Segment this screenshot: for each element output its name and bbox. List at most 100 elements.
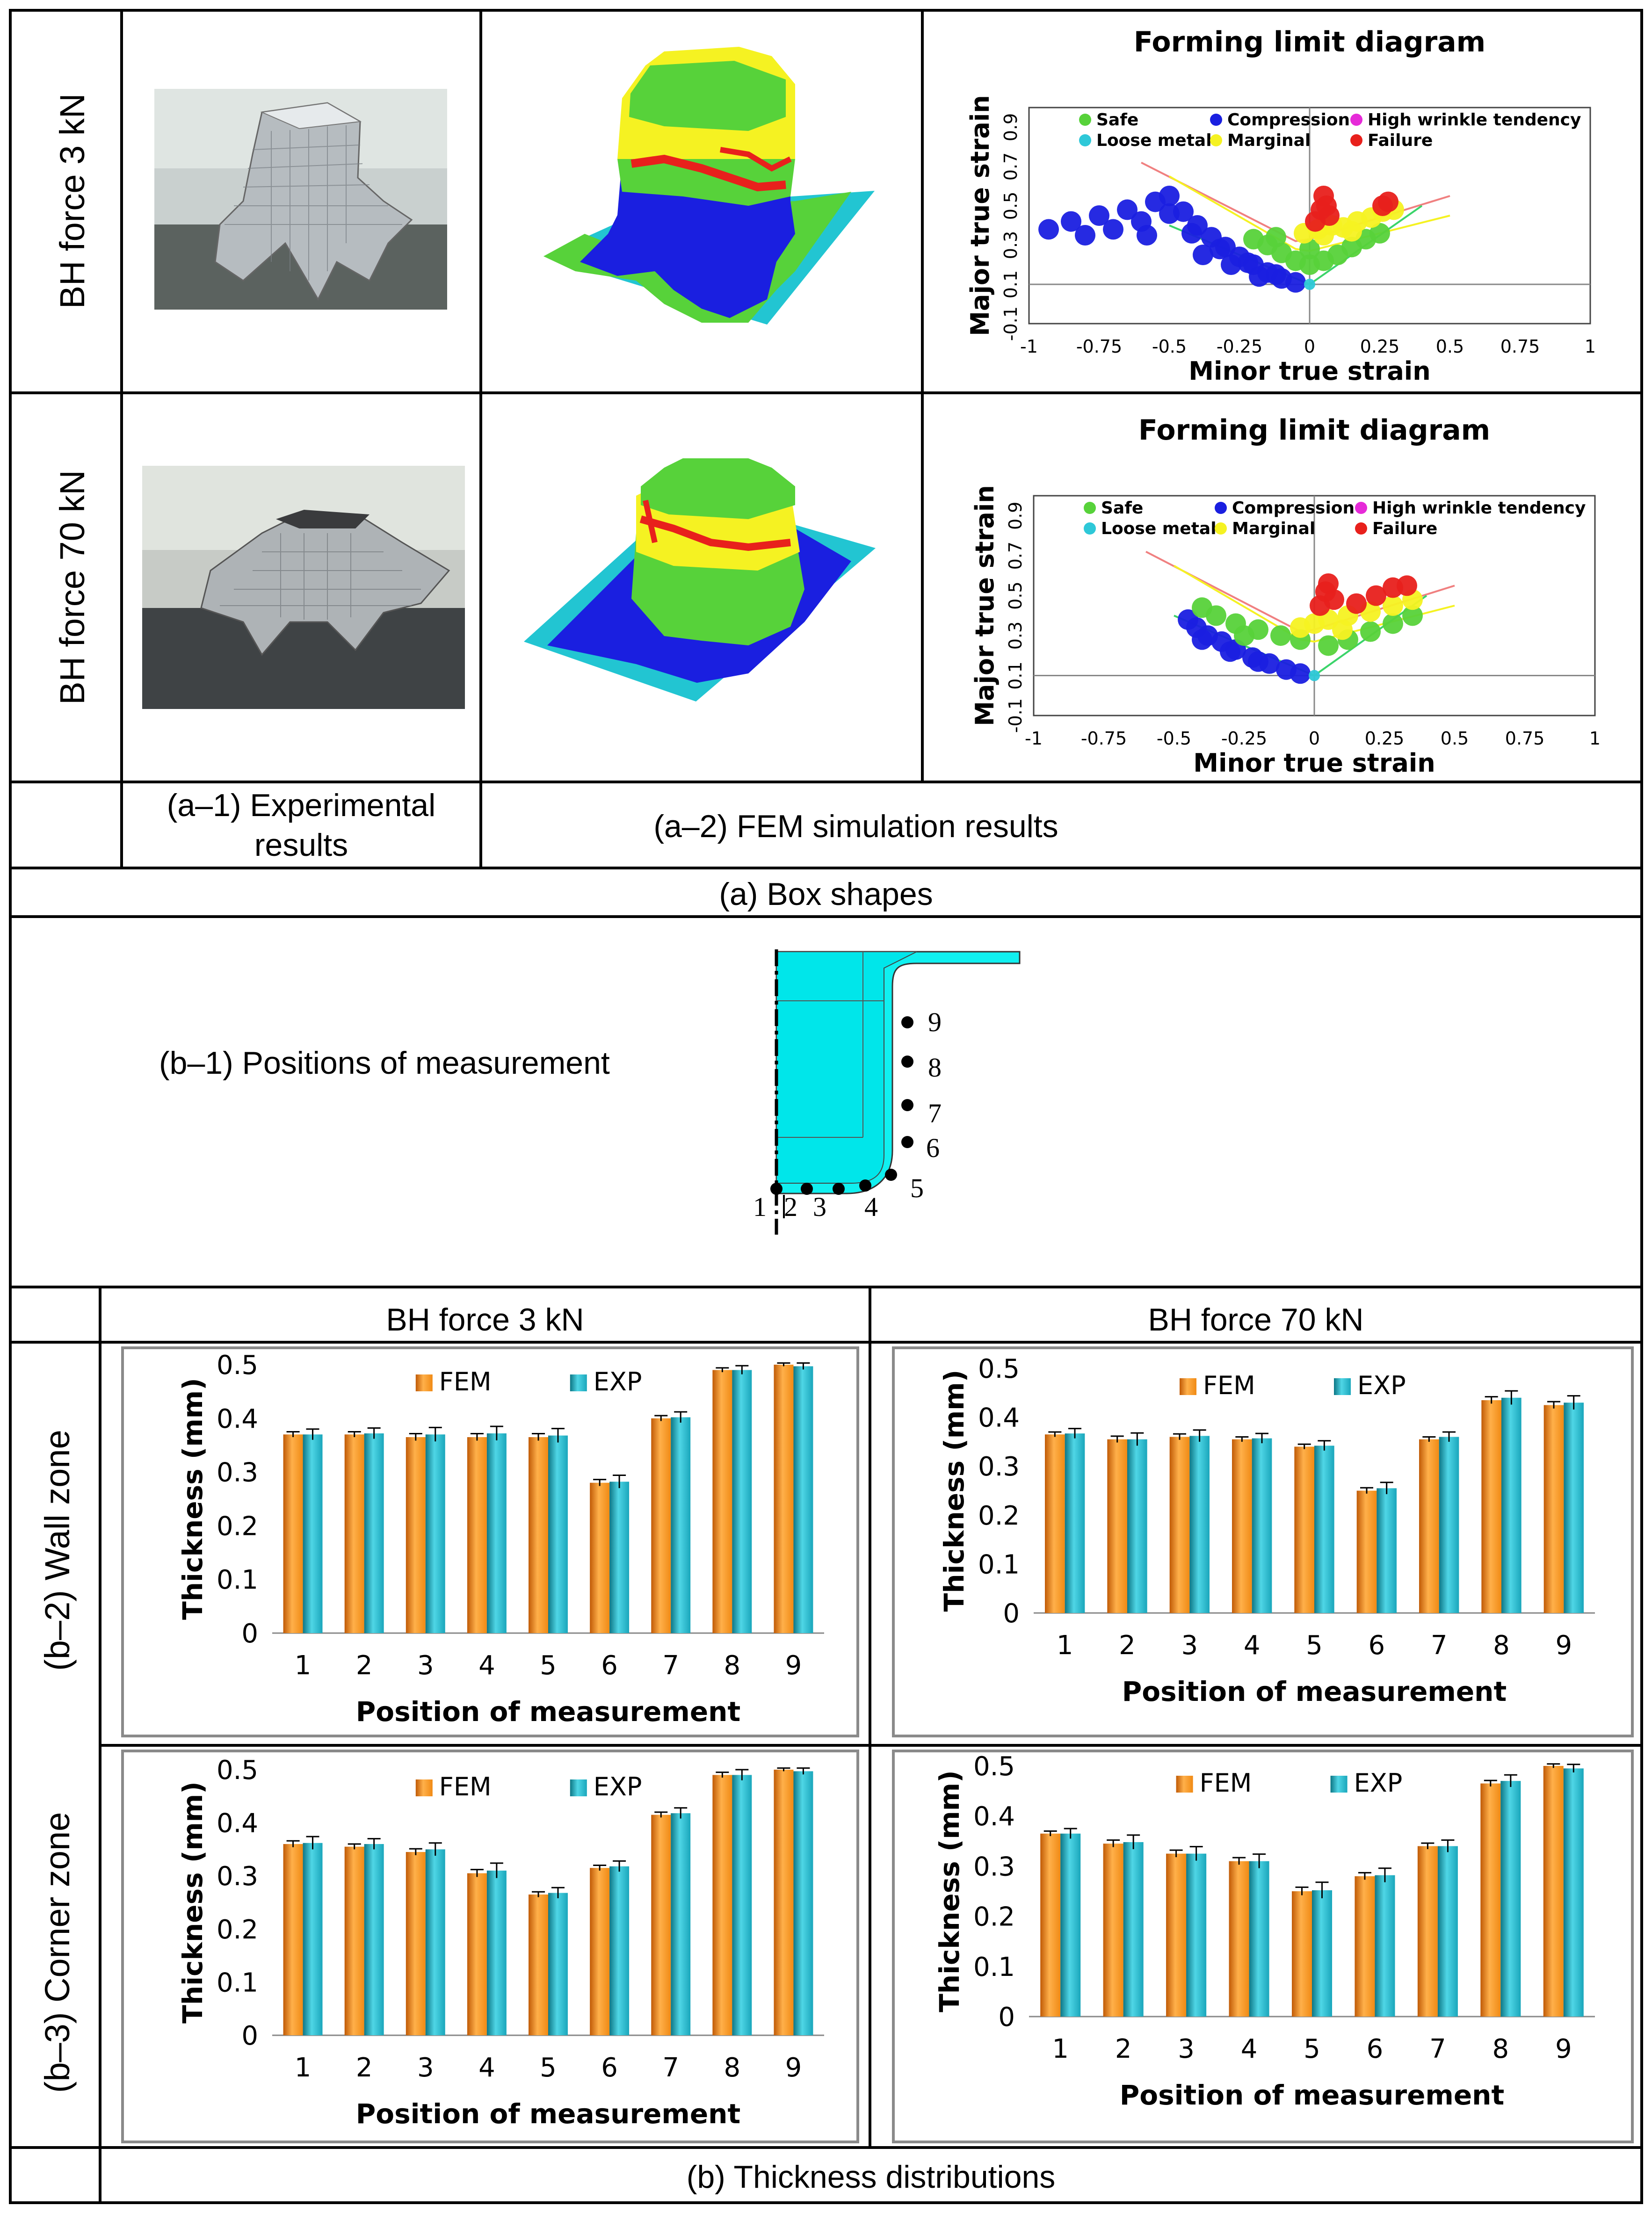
- measurement-point: [901, 1056, 913, 1068]
- y-tick-label: 0.5: [217, 1350, 258, 1381]
- y-tick-label: 0.5: [978, 1354, 1020, 1384]
- y-tick-label: 0.5: [973, 1751, 1015, 1782]
- measurement-points: [770, 1016, 913, 1195]
- legend-label: Loose metal: [1096, 131, 1212, 150]
- fld-chart-bh3: Forming limit diagram -1 -0.75 -0.5 -0.25 0 0.…: [965, 26, 1596, 386]
- exp-bar: [1439, 1437, 1459, 1613]
- y-tick-label: 0.1: [1005, 661, 1026, 689]
- fem-bar: [1480, 1783, 1501, 2017]
- legend-swatch-exp: [1334, 1378, 1351, 1395]
- y-axis-label: Major true strain: [970, 485, 1000, 726]
- fem-bar: [590, 1483, 610, 1633]
- chart-legend: FEM EXP: [415, 1367, 642, 1396]
- exp-bar: [1060, 1833, 1081, 2017]
- x-tick-label: 5: [1304, 2034, 1320, 2064]
- x-tick-label: 7: [1429, 2034, 1446, 2064]
- x-tick-label: 6: [1369, 1630, 1385, 1661]
- x-tick-label: 0.5: [1436, 336, 1464, 357]
- exp-bar: [1065, 1433, 1085, 1613]
- legend-label-fem: FEM: [439, 1367, 492, 1396]
- legend-label: Failure: [1372, 519, 1437, 538]
- y-tick-label: 0.5: [217, 1755, 258, 1786]
- fem-bar: [344, 1434, 364, 1633]
- y-tick-label: 0.2: [978, 1501, 1020, 1531]
- fem-simulation-bh70: [524, 458, 876, 702]
- x-tick-label: 3: [417, 1650, 434, 1681]
- y-tick-label: 0.4: [973, 1801, 1015, 1832]
- y-axis-label: Major true strain: [965, 95, 995, 336]
- y-tick-label: 0.3: [973, 1851, 1015, 1882]
- data-point: [1341, 221, 1362, 242]
- legend-swatch-fem: [415, 1779, 433, 1796]
- exp-bar: [486, 1870, 507, 2035]
- exp-bar: [1500, 1781, 1521, 2017]
- legend-swatch: [1210, 134, 1222, 146]
- legend-swatch: [1350, 114, 1362, 126]
- x-tick-label: 3: [1181, 1630, 1198, 1661]
- data-point: [1383, 613, 1403, 634]
- point-label-3: 3: [813, 1192, 826, 1222]
- fem-bar: [1166, 1853, 1187, 2017]
- y-tick-label: 0.7: [1005, 542, 1026, 570]
- x-tick-label: -0.25: [1221, 728, 1267, 749]
- data-point: [1089, 205, 1109, 226]
- exp-bar: [793, 1771, 813, 2035]
- photo-experimental-bh3: [154, 89, 447, 310]
- x-tick-label: 8: [724, 2053, 741, 2083]
- y-tick-label: 0.1: [978, 1549, 1020, 1580]
- legend-label-exp: EXP: [1354, 1768, 1403, 1798]
- legend-swatch: [1210, 114, 1222, 126]
- fem-bar: [1543, 1766, 1564, 2017]
- x-tick-label: 7: [1431, 1630, 1448, 1661]
- fem-bar: [1229, 1861, 1249, 2017]
- fem-bar: [1481, 1400, 1501, 1613]
- exp-bar: [1564, 1403, 1584, 1613]
- y-tick-label: 0: [998, 2002, 1015, 2032]
- data-point: [1369, 223, 1390, 244]
- exp-bar: [548, 1435, 568, 1633]
- x-tick-label: 7: [662, 1650, 679, 1681]
- caption-b-thickness: (b) Thickness distributions: [687, 2159, 1056, 2195]
- fem-bar: [1417, 1846, 1438, 2017]
- x-tick-label: 0.25: [1360, 336, 1400, 357]
- point-label-4: 4: [864, 1192, 878, 1222]
- y-tick-label: -0.1: [1000, 306, 1021, 341]
- exp-bar: [1123, 1842, 1144, 2017]
- y-axis-label: Thickness (mm): [934, 1770, 965, 2012]
- x-tick-label: 0.75: [1505, 728, 1545, 749]
- series-failure: [1310, 573, 1417, 616]
- x-tick-label: 0: [1309, 728, 1320, 749]
- exp-bar: [793, 1366, 813, 1633]
- data-point: [1332, 619, 1353, 640]
- fem-bar: [1355, 1876, 1375, 2017]
- caption-b1: (b–1) Positions of measurement: [159, 1045, 610, 1081]
- data-point: [1397, 575, 1417, 596]
- legend-swatch: [1079, 114, 1091, 126]
- x-tick-label: 6: [601, 2053, 618, 2083]
- x-axis-label: Position of measurement: [356, 2098, 740, 2130]
- x-tick-label: 5: [540, 1650, 557, 1681]
- fem-bar: [283, 1844, 303, 2035]
- fem-bar: [651, 1418, 671, 1633]
- fem-bar: [1103, 1844, 1123, 2017]
- exp-bar: [1375, 1875, 1395, 2017]
- exp-bar: [303, 1843, 323, 2035]
- data-point: [1319, 205, 1340, 226]
- caption-a-box-shapes: (a) Box shapes: [719, 876, 933, 912]
- y-tick-label: 0.1: [217, 1967, 258, 1998]
- point-label-5: 5: [910, 1173, 924, 1203]
- data-point: [1159, 203, 1180, 224]
- series-compression: [1178, 609, 1311, 684]
- measurement-point: [885, 1169, 897, 1181]
- fem-bar: [1419, 1439, 1439, 1613]
- data-point: [1234, 625, 1254, 646]
- legend-swatch: [1355, 522, 1367, 535]
- legend-label: Safe: [1101, 499, 1143, 518]
- y-tick-label: 0.5: [1005, 581, 1026, 609]
- fem-bar: [1294, 1446, 1314, 1613]
- measurement-point: [901, 1099, 913, 1111]
- fem-bar: [774, 1365, 794, 1633]
- measurement-point: [859, 1179, 871, 1192]
- y-tick-label: 0.3: [1005, 622, 1026, 650]
- legend-label: High wrinkle tendency: [1368, 110, 1581, 130]
